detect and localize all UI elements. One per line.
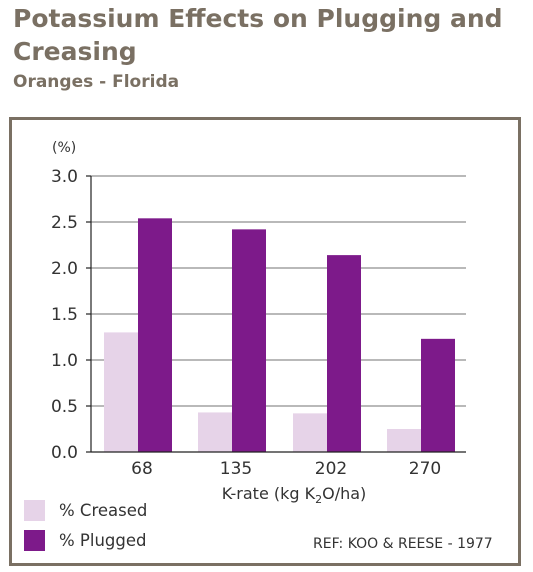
y-tick-label: 0.5 — [51, 397, 78, 417]
x-tick-label: 270 — [409, 459, 441, 479]
bar-chart: 0.0 0.5 1.0 1.5 2.0 2.5 3.0 68 135 202 270 (%) K-… — [51, 140, 466, 506]
bar-creased — [387, 429, 421, 452]
bar-plugged — [327, 255, 361, 452]
legend-swatch-creased — [24, 499, 45, 521]
y-tick-label: 3.0 — [51, 167, 78, 187]
legend-label-plugged: % Plugged — [59, 530, 147, 550]
y-tick-label: 2.0 — [51, 259, 78, 279]
chart-subtitle: Oranges - Florida — [13, 72, 180, 92]
bar-plugged — [421, 338, 455, 452]
y-axis-label: (%) — [52, 140, 76, 156]
bar-creased — [293, 413, 327, 452]
x-axis-label: K-rate (kg K2O/ha) — [222, 484, 367, 506]
bar-creased — [198, 412, 232, 452]
reference-note: REF: KOO & REESE - 1977 — [313, 536, 493, 552]
legend-item-plugged: % Plugged — [24, 529, 147, 551]
legend-item-creased: % Creased — [24, 499, 147, 521]
bar-creased — [104, 332, 138, 452]
x-tick-label: 202 — [315, 459, 347, 479]
bars — [104, 218, 455, 452]
x-tick-label: 135 — [220, 459, 252, 479]
y-tick-label: 0.0 — [51, 443, 78, 463]
bar-plugged — [232, 229, 266, 452]
y-tick-label: 1.0 — [51, 351, 78, 371]
x-tick-label: 68 — [131, 459, 153, 479]
legend-label-creased: % Creased — [59, 500, 148, 520]
x-tick-labels: 68 135 202 270 — [131, 459, 441, 479]
y-tick-label: 1.5 — [51, 305, 78, 325]
bar-plugged — [138, 218, 172, 452]
y-tick-labels: 0.0 0.5 1.0 1.5 2.0 2.5 3.0 — [51, 167, 78, 463]
chart-frame — [9, 117, 521, 566]
legend-swatch-plugged — [24, 529, 45, 551]
y-tick-label: 2.5 — [51, 213, 78, 233]
chart-title: Potassium Effects on Plugging and Creasi… — [13, 4, 503, 66]
